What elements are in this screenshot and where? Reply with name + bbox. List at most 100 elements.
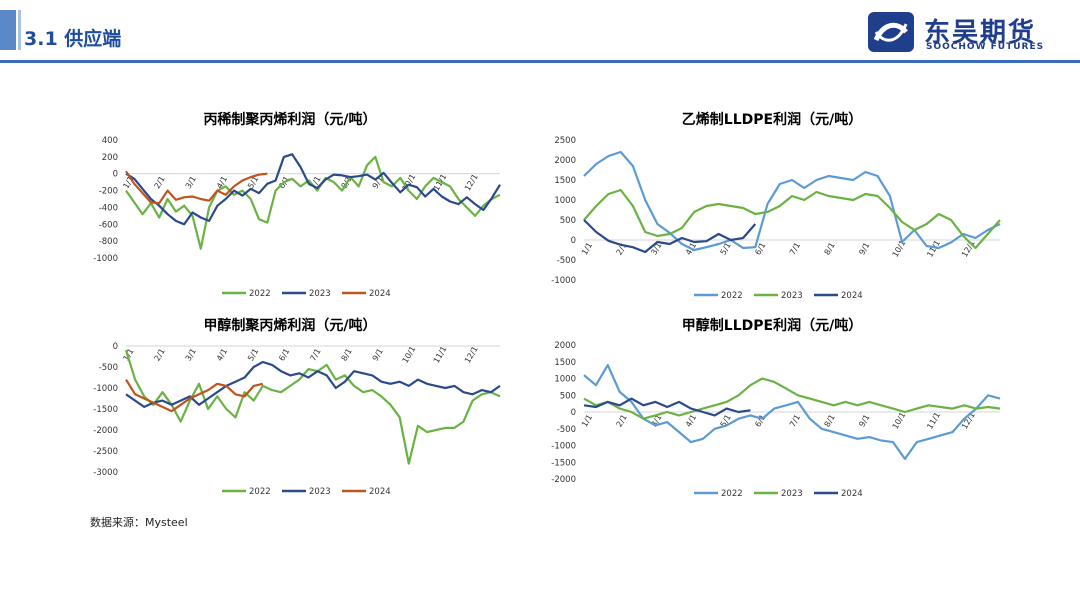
series-line-2022 [583, 150, 1001, 252]
y-tick-label: 0 [113, 342, 118, 352]
y-tick-label: 0 [571, 408, 576, 418]
chart-title: 丙稀制聚丙烯利润（元/吨） [203, 111, 376, 128]
y-tick-label: 2500 [554, 136, 576, 146]
x-tick-label: 2/1 [615, 413, 629, 429]
x-tick-label: 2/1 [153, 347, 167, 363]
series-line-2024 [583, 397, 751, 417]
y-tick-label: 500 [560, 391, 576, 401]
section-title: 3.1 供应端 [24, 28, 122, 50]
x-tick-label: 10/1 [891, 411, 908, 431]
x-tick-label: 12/1 [463, 172, 480, 192]
legend-label-2022: 2022 [249, 289, 271, 299]
chart-title: 甲醇制LLDPE利润（元/吨） [682, 317, 862, 334]
x-tick-label: 10/1 [891, 239, 908, 259]
x-tick-label: 1/1 [580, 241, 594, 257]
x-tick-label: 1/1 [580, 413, 594, 429]
x-tick-label: 3/1 [184, 347, 198, 363]
chart-title: 甲醇制聚丙烯利润（元/吨） [203, 317, 376, 334]
y-tick-label: 2000 [554, 341, 576, 351]
legend-label-2022: 2022 [721, 291, 743, 301]
y-tick-label: 1000 [554, 196, 576, 206]
y-tick-label: -1500 [93, 405, 118, 415]
y-tick-label: -2000 [93, 426, 118, 436]
y-tick-label: 1500 [554, 176, 576, 186]
legend-label-2023: 2023 [781, 489, 803, 499]
legend-label-2024: 2024 [841, 291, 863, 301]
legend-label-2023: 2023 [781, 291, 803, 301]
x-tick-label: 7/1 [788, 241, 802, 257]
y-tick-label: 0 [113, 170, 118, 180]
chart-panel-3: 甲醇制聚丙烯利润（元/吨） 0 -500 -1000 -1500 -2000 -2500 -3… [93, 317, 501, 497]
y-tick-label: -2500 [93, 447, 118, 457]
x-tick-label: 9/1 [371, 347, 385, 363]
soochow-logo-icon [868, 12, 914, 52]
y-tick-label: -3000 [93, 468, 118, 478]
series-line-2023 [583, 188, 1001, 250]
y-tick-label: -2000 [551, 475, 576, 485]
x-tick-label: 3/1 [184, 175, 198, 191]
y-tick-label: -1000 [93, 384, 118, 394]
series-line-2022 [583, 364, 1001, 460]
x-tick-label: 7/1 [788, 413, 802, 429]
y-tick-label: -400 [99, 203, 118, 213]
chart-panel-2: 乙烯制LLDPE利润（元/吨） 2500 2000 1500 1000 500 0 -500 -… [551, 111, 1001, 301]
series-line-2024 [583, 219, 757, 254]
logo-chinese-name: 东吴期货 [924, 18, 1037, 48]
x-tick-label: 6/1 [277, 347, 291, 363]
series-line-2022 [125, 155, 501, 250]
legend-label-2023: 2023 [309, 289, 331, 299]
x-tick-label: 8/1 [823, 413, 837, 429]
x-tick-label: 8/1 [340, 347, 354, 363]
legend-label-2024: 2024 [841, 489, 863, 499]
legend-label-2022: 2022 [249, 487, 271, 497]
legend-label-2023: 2023 [309, 487, 331, 497]
y-tick-label: -500 [557, 256, 576, 266]
series-line-2023 [125, 153, 501, 226]
x-tick-label: 12/1 [463, 345, 480, 365]
x-tick-label: 5/1 [246, 347, 260, 363]
x-tick-label: 9/1 [857, 241, 871, 257]
series-line-2022 [124, 349, 501, 465]
y-tick-label: -1500 [551, 458, 576, 468]
company-logo: 东吴期货 SOOCHOW FUTURES [866, 10, 1066, 56]
x-tick-label: 9/1 [857, 413, 871, 429]
x-tick-label: 10/1 [401, 345, 418, 365]
y-tick-label: -200 [99, 187, 118, 197]
chart-panel-1: 丙稀制聚丙烯利润（元/吨） 400 200 0 -200 -400 -600 -800 -100… [93, 111, 501, 299]
y-tick-label: -600 [99, 220, 118, 230]
logo-english-name: SOOCHOW FUTURES [926, 42, 1045, 52]
y-tick-label: -500 [99, 363, 118, 373]
y-tick-label: -1000 [551, 442, 576, 452]
y-tick-label: 1000 [554, 375, 576, 385]
x-tick-label: 8/1 [823, 241, 837, 257]
series-line-2023 [125, 360, 501, 408]
y-tick-label: -1000 [551, 276, 576, 286]
x-tick-label: 7/1 [308, 347, 322, 363]
y-tick-label: 200 [102, 153, 118, 163]
header-rule [0, 60, 1080, 63]
series-line-2023 [583, 377, 1001, 420]
y-tick-label: 500 [560, 216, 576, 226]
series-line-2024 [125, 379, 264, 413]
y-tick-label: 400 [102, 136, 118, 146]
x-tick-label: 4/1 [215, 347, 229, 363]
legend-label-2022: 2022 [721, 489, 743, 499]
y-tick-label: -1000 [93, 254, 118, 264]
header: 3.1 供应端 东吴期货 SOOCHOW FUTURES [0, 0, 1080, 64]
chart-title: 乙烯制LLDPE利润（元/吨） [682, 111, 862, 128]
y-tick-label: 1500 [554, 358, 576, 368]
y-tick-label: -500 [557, 425, 576, 435]
y-tick-label: -800 [99, 237, 118, 247]
header-accent-line [18, 10, 21, 50]
x-tick-label: 2/1 [153, 175, 167, 191]
header-accent-block [0, 10, 16, 50]
legend-label-2024: 2024 [369, 487, 391, 497]
series-line-2024 [125, 170, 268, 205]
x-tick-label: 4/1 [684, 413, 698, 429]
y-tick-label: 0 [571, 236, 576, 246]
data-source: 数据来源：Mysteel [90, 516, 188, 529]
chart-panel-4: 甲醇制LLDPE利润（元/吨） 2000 1500 1000 500 0 -500 -1000… [551, 317, 1001, 499]
x-tick-label: 11/1 [925, 411, 942, 431]
y-tick-label: 2000 [554, 156, 576, 166]
